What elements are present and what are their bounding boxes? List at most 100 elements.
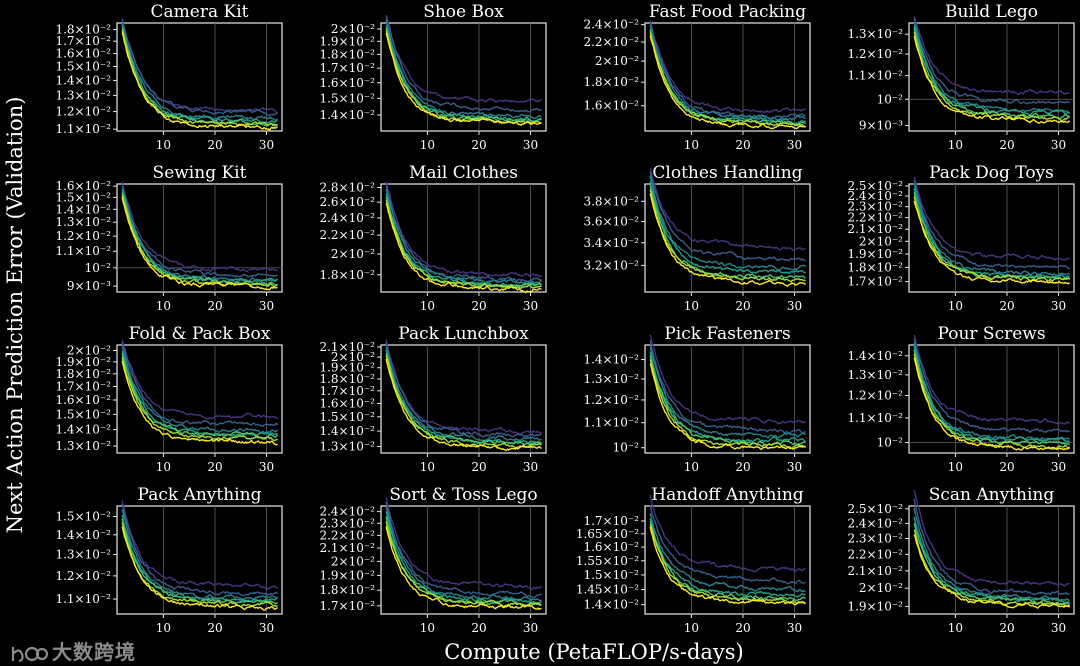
y-tick-label: 1.7×10⁻² — [319, 599, 375, 613]
series-line-3 — [649, 345, 806, 439]
watermark: 大数跨境 — [10, 636, 136, 665]
series-line-6 — [913, 31, 1071, 122]
y-tick-label: 1.4×10⁻² — [55, 202, 111, 216]
y-tick-label: 1.9×10⁻² — [847, 599, 903, 613]
x-tick-label: 10 — [948, 460, 963, 474]
y-tick-label: 1.7×10⁻² — [319, 61, 375, 75]
series-line-4 — [649, 518, 806, 598]
y-tick-label: 2.3×10⁻² — [847, 200, 903, 214]
y-tick-label: 2.2×10⁻² — [319, 228, 375, 242]
y-tick-label: 10⁻² — [85, 261, 112, 275]
subplot-scan-anything: 10 20 30 1.9×10⁻² 2×10⁻² 2.1×10⁻² 2.2×10⁻² 2.3×… — [847, 485, 1075, 635]
y-tick-label: 3.6×10⁻² — [583, 214, 639, 228]
subplot-title: Pour Screws — [937, 324, 1045, 344]
subplot-title: Fast Food Packing — [649, 2, 806, 22]
x-tick-label: 30 — [259, 299, 274, 313]
y-tick-label: 2.1×10⁻² — [847, 222, 903, 236]
x-tick-label: 20 — [207, 460, 222, 474]
x-tick-label: 30 — [523, 138, 538, 152]
series-line-1 — [121, 500, 278, 590]
x-tick-label: 20 — [471, 621, 486, 635]
x-tick-label: 20 — [735, 460, 750, 474]
y-tick-label: 1.5×10⁻² — [55, 509, 111, 523]
y-tick-label: 1.2×10⁻² — [55, 569, 111, 583]
y-tick-label: 1.8×10⁻² — [319, 268, 375, 282]
y-tick-label: 1.6×10⁻² — [583, 99, 639, 113]
series-line-7 — [913, 357, 1071, 451]
y-tick-label: 1.5×10⁻² — [319, 91, 375, 105]
y-tick-label: 2.2×10⁻² — [583, 35, 639, 49]
y-tick-label: 1.1×10⁻² — [55, 244, 111, 258]
y-tick-label: 2×10⁻² — [331, 22, 375, 36]
subplot-clothes-handling: 10 20 30 3.2×10⁻² 3.4×10⁻² 3.6×10⁻² 3.8×10⁻² Cl… — [583, 163, 811, 313]
subplot-pack-anything: 10 20 30 1.1×10⁻² 1.2×10⁻² 1.3×10⁻² 1.4×10⁻² 1.… — [55, 485, 283, 635]
series-line-2 — [385, 184, 542, 283]
subplot-grid: 10 20 301.1×10⁻²1.2×10⁻²1.3×10⁻²1.4×10⁻²1.… — [55, 2, 1075, 635]
series-line-3 — [913, 507, 1070, 602]
y-tick-label: 1.2×10⁻² — [583, 393, 639, 407]
y-tick-label: 1.4×10⁻² — [55, 73, 111, 87]
y-tick-label: 10⁻² — [877, 92, 904, 106]
y-tick-label: 2.1×10⁻² — [319, 541, 375, 555]
series-line-3 — [385, 506, 543, 602]
subplot-shoe-box: 10 20 301.4×10⁻²1.5×10⁻²1.6×10⁻²1.7×10⁻²1.… — [319, 2, 547, 152]
y-tick-label: 3.2×10⁻² — [583, 258, 639, 272]
series-line-5 — [649, 30, 806, 126]
x-tick-label: 10 — [948, 299, 963, 313]
subplot-handoff-anything: 10 20 30 1.4×10⁻²1.45×10⁻²1.5×10⁻²1.55×10⁻²… — [576, 485, 811, 635]
y-tick-label: 2.6×10⁻² — [319, 195, 375, 209]
series-line-7 — [649, 35, 807, 130]
y-tick-label: 1.2×10⁻² — [55, 229, 111, 243]
series-line-7 — [649, 193, 807, 287]
x-tick-label: 30 — [787, 138, 802, 152]
subplot-pack-dog-toys: 10 20 30 1.7×10⁻²1.8×10⁻²1.9×10⁻²2×10⁻²2.1×… — [847, 163, 1075, 313]
subplot-camera-kit: 10 20 301.1×10⁻²1.2×10⁻²1.3×10⁻²1.4×10⁻²1.… — [55, 2, 283, 152]
subplot-title: Fold & Pack Box — [129, 324, 271, 344]
x-tick-label: 30 — [523, 299, 538, 313]
y-tick-label: 1.4×10⁻² — [55, 528, 111, 542]
series-line-2 — [649, 21, 806, 120]
y-tick-label: 1.4×10⁻² — [847, 349, 903, 363]
y-tick-label: 1.1×10⁻² — [55, 592, 111, 606]
series-line-3 — [913, 21, 1070, 114]
series-line-2 — [649, 505, 806, 585]
plot-area — [644, 183, 811, 293]
watermark-text: 大数跨境 — [52, 640, 136, 664]
series-line-7 — [121, 196, 278, 291]
subplot-mail-clothes: 10 20 30 1.8×10⁻² 2×10⁻² 2.2×10⁻² 2.4×10⁻² 2.6×… — [319, 163, 547, 313]
series-line-7 — [121, 526, 278, 611]
x-tick-label: 20 — [999, 138, 1014, 152]
subplot-title: Clothes Handling — [652, 163, 802, 183]
series-line-2 — [913, 179, 1070, 270]
y-tick-label: 1.3×10⁻² — [55, 215, 111, 229]
y-tick-label: 1.3×10⁻² — [847, 368, 903, 382]
series-line-7 — [121, 360, 279, 446]
series-line-4 — [121, 350, 279, 437]
series-line-1 — [649, 167, 806, 251]
y-tick-label: 1.5×10⁻² — [55, 190, 111, 204]
x-tick-label: 10 — [684, 460, 699, 474]
series-line-2 — [385, 501, 542, 599]
series-line-6 — [385, 355, 542, 449]
x-tick-label: 20 — [471, 299, 486, 313]
y-tick-label: 10⁻² — [613, 441, 640, 455]
y-tick-label: 1.2×10⁻² — [847, 47, 903, 61]
series-line-3 — [649, 513, 806, 593]
x-tick-label: 10 — [948, 621, 963, 635]
series-line-2 — [121, 341, 279, 427]
subplot-title: Mail Clothes — [409, 163, 518, 183]
y-tick-label: 2×10⁻² — [595, 54, 639, 68]
series-line-7 — [649, 526, 807, 606]
y-tick-label: 2.4×10⁻² — [847, 516, 903, 530]
series-line-4 — [913, 187, 1071, 280]
subplot-title: Handoff Anything — [651, 485, 804, 505]
watermark-logo-icon — [11, 646, 48, 662]
subplot-title: Scan Anything — [929, 485, 1055, 505]
series-line-1 — [649, 20, 806, 114]
y-tick-label: 2.2×10⁻² — [319, 528, 375, 542]
x-tick-label: 10 — [156, 299, 171, 313]
y-tick-label: 9×10⁻³ — [859, 118, 903, 132]
y-tick-label: 2.2×10⁻² — [847, 211, 903, 225]
y-tick-label: 1.4×10⁻² — [583, 353, 639, 367]
subplot-title: Pack Lunchbox — [398, 324, 529, 344]
